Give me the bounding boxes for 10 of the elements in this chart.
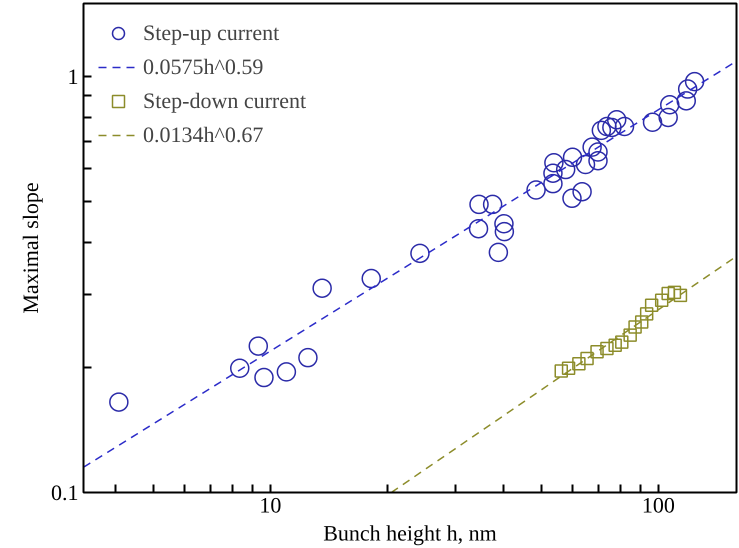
x-tick-label: 100 (642, 492, 675, 518)
legend-label: 0.0134h^0.67 (143, 121, 264, 149)
legend-label: 0.0575h^0.59 (143, 53, 264, 81)
y-tick-label: 1 (68, 64, 78, 90)
x-axis-title: Bunch height h, nm (323, 520, 497, 546)
x-tick-label: 10 (259, 492, 282, 518)
y-axis-title: Maximal slope (18, 182, 43, 314)
legend-label: Step-up current (143, 19, 280, 47)
legend-label: Step-down current (143, 87, 306, 115)
y-tick-label: 0.1 (51, 480, 78, 505)
